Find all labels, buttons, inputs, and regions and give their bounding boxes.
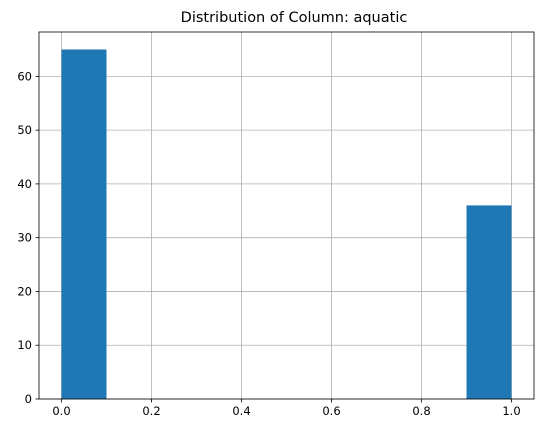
x-tick-label-2: 0.4 — [232, 404, 250, 418]
histogram-bar-0 — [61, 49, 107, 399]
x-tick-label-0: 0.0 — [52, 404, 70, 418]
plot-frame — [38, 31, 535, 400]
tick-labels: 0.0 0.2 0.4 0.6 0.8 1.0 0 10 20 30 40 50 60 — [17, 69, 520, 418]
y-tick-label-0: 0 — [25, 392, 32, 406]
y-tick-label-6: 60 — [17, 69, 32, 83]
x-tick-label-5: 1.0 — [502, 404, 520, 418]
y-tick-label-1: 10 — [17, 338, 32, 352]
bars — [61, 49, 512, 399]
x-tick-label-1: 0.2 — [142, 404, 160, 418]
x-tick-label-4: 0.8 — [412, 404, 430, 418]
chart-title: Distribution of Column: aquatic — [181, 10, 408, 26]
histogram-bar-9 — [466, 205, 512, 399]
y-tick-label-4: 40 — [17, 177, 32, 191]
grid-lines — [39, 32, 534, 400]
y-tick-label-3: 30 — [17, 231, 32, 245]
x-tick-label-3: 0.6 — [322, 404, 340, 418]
y-tick-label-5: 50 — [17, 123, 32, 137]
axes — [35, 31, 535, 403]
y-tick-label-2: 20 — [17, 284, 32, 298]
